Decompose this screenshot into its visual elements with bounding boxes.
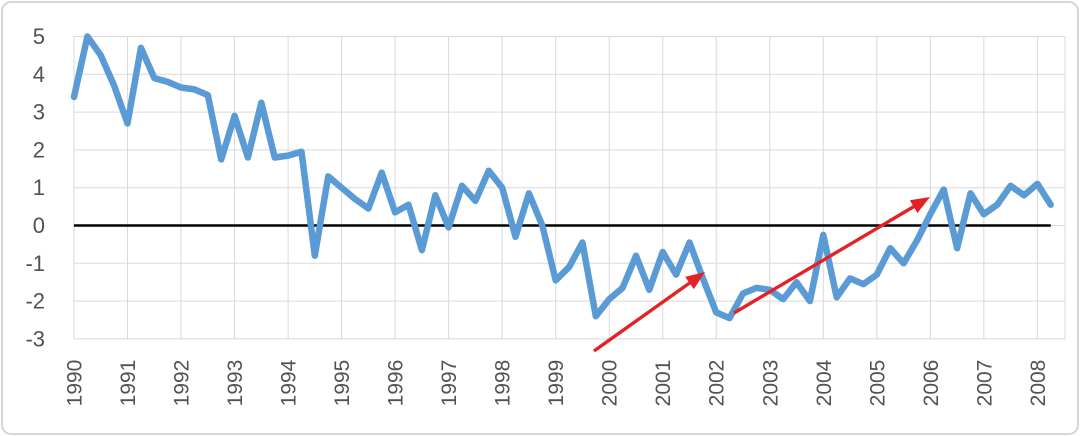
x-tick-label: 1993: [224, 360, 247, 407]
y-tick-label: -1: [25, 251, 45, 276]
up-trend-arrow-1-head: [685, 272, 705, 290]
x-tick-label: 2005: [866, 360, 889, 407]
x-tick-label: 2006: [920, 360, 943, 407]
x-tick-label: 2002: [706, 360, 729, 407]
x-tick-label: 2000: [599, 360, 622, 407]
y-tick-label: 5: [33, 24, 45, 49]
x-tick-label: 2004: [813, 359, 836, 406]
y-tick-label: -3: [25, 326, 45, 351]
x-tick-label: 2007: [973, 360, 996, 407]
up-trend-arrow-2-shaft: [733, 201, 921, 315]
x-tick-label: 2003: [759, 360, 782, 407]
x-tick-label: 1992: [171, 360, 194, 407]
x-tick-label: 1994: [278, 359, 301, 406]
x-tick-label: 1996: [385, 360, 408, 407]
x-tick-label: 2001: [652, 360, 675, 407]
y-tick-label: 1: [33, 175, 45, 200]
data-line-series: [70, 33, 1054, 322]
up-trend-arrow-1-shaft: [593, 277, 697, 353]
x-tick-label: 1995: [331, 360, 354, 407]
x-tick-label: 1991: [117, 360, 140, 407]
y-tick-label: 4: [33, 62, 45, 87]
y-tick-label: 0: [33, 213, 45, 238]
x-tick-label: 1999: [545, 360, 568, 407]
x-tick-label: 2008: [1027, 360, 1050, 407]
x-tick-label: 1998: [492, 360, 515, 407]
x-tick-label: 1990: [64, 360, 87, 407]
y-tick-label: 2: [33, 137, 45, 162]
up-trend-arrow-2-head: [909, 197, 930, 214]
x-tick-label: 1997: [438, 360, 461, 407]
y-tick-label: -2: [25, 289, 45, 314]
y-tick-label: 3: [33, 100, 45, 125]
